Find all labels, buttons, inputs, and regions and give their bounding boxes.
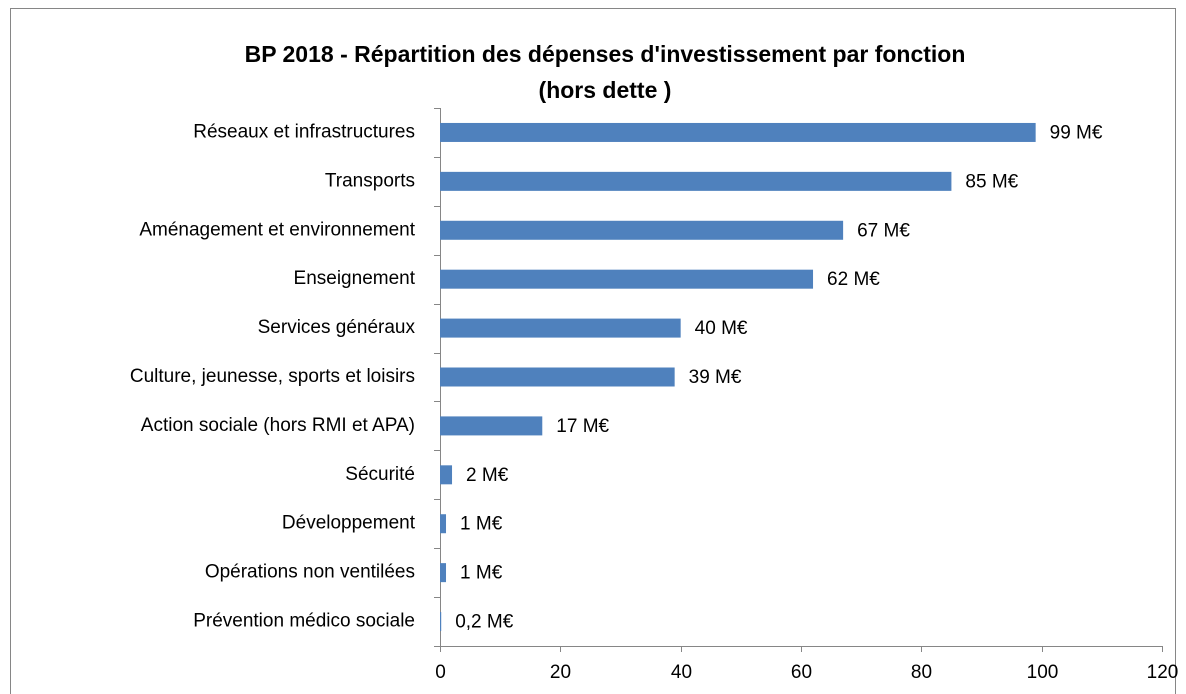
data-label: 62 M€ <box>827 269 880 290</box>
bar <box>440 269 814 289</box>
bar <box>440 465 453 485</box>
y-tick-label: Action sociale (hors RMI et APA) <box>141 415 415 436</box>
data-label: 1 M€ <box>460 563 503 584</box>
y-tick-label: Réseaux et infrastructures <box>193 121 415 142</box>
data-label: 39 M€ <box>689 367 742 388</box>
bar <box>440 612 442 632</box>
y-tick-label: Aménagement et environnement <box>139 219 415 240</box>
data-label: 40 M€ <box>695 318 748 339</box>
x-tick-label: 0 <box>435 662 446 683</box>
bar <box>440 220 844 240</box>
chart-border <box>10 8 1176 694</box>
data-label: 85 M€ <box>965 171 1018 192</box>
data-label: 99 M€ <box>1050 122 1103 143</box>
bar <box>440 122 1036 142</box>
y-tick-label: Services généraux <box>258 317 416 338</box>
bar <box>440 171 952 191</box>
data-label: 1 M€ <box>460 514 503 535</box>
y-tick-label: Transports <box>325 170 415 191</box>
x-tick-label: 40 <box>671 662 692 683</box>
x-tick-label: 80 <box>911 662 932 683</box>
x-tick-label: 20 <box>550 662 571 683</box>
bar <box>440 416 543 436</box>
data-label: 67 M€ <box>857 220 910 241</box>
data-label: 17 M€ <box>556 416 609 437</box>
bar <box>440 563 447 583</box>
data-label: 0,2 M€ <box>455 612 514 633</box>
data-label: 2 M€ <box>466 465 509 486</box>
bar <box>440 514 447 534</box>
chart-title: BP 2018 - Répartition des dépenses d'inv… <box>245 41 966 67</box>
chart-title: (hors dette ) <box>539 77 672 103</box>
y-tick-label: Prévention médico sociale <box>193 611 415 632</box>
y-tick-label: Développement <box>282 513 416 534</box>
x-tick-label: 60 <box>791 662 812 683</box>
y-tick-label: Culture, jeunesse, sports et loisirs <box>130 366 415 387</box>
x-tick-label: 100 <box>1027 662 1059 683</box>
bar <box>440 367 675 387</box>
y-tick-label: Enseignement <box>294 268 416 289</box>
y-tick-label: Opérations non ventilées <box>205 562 415 583</box>
x-tick-label: 120 <box>1147 662 1179 683</box>
bar <box>440 318 681 338</box>
y-tick-label: Sécurité <box>345 464 415 485</box>
